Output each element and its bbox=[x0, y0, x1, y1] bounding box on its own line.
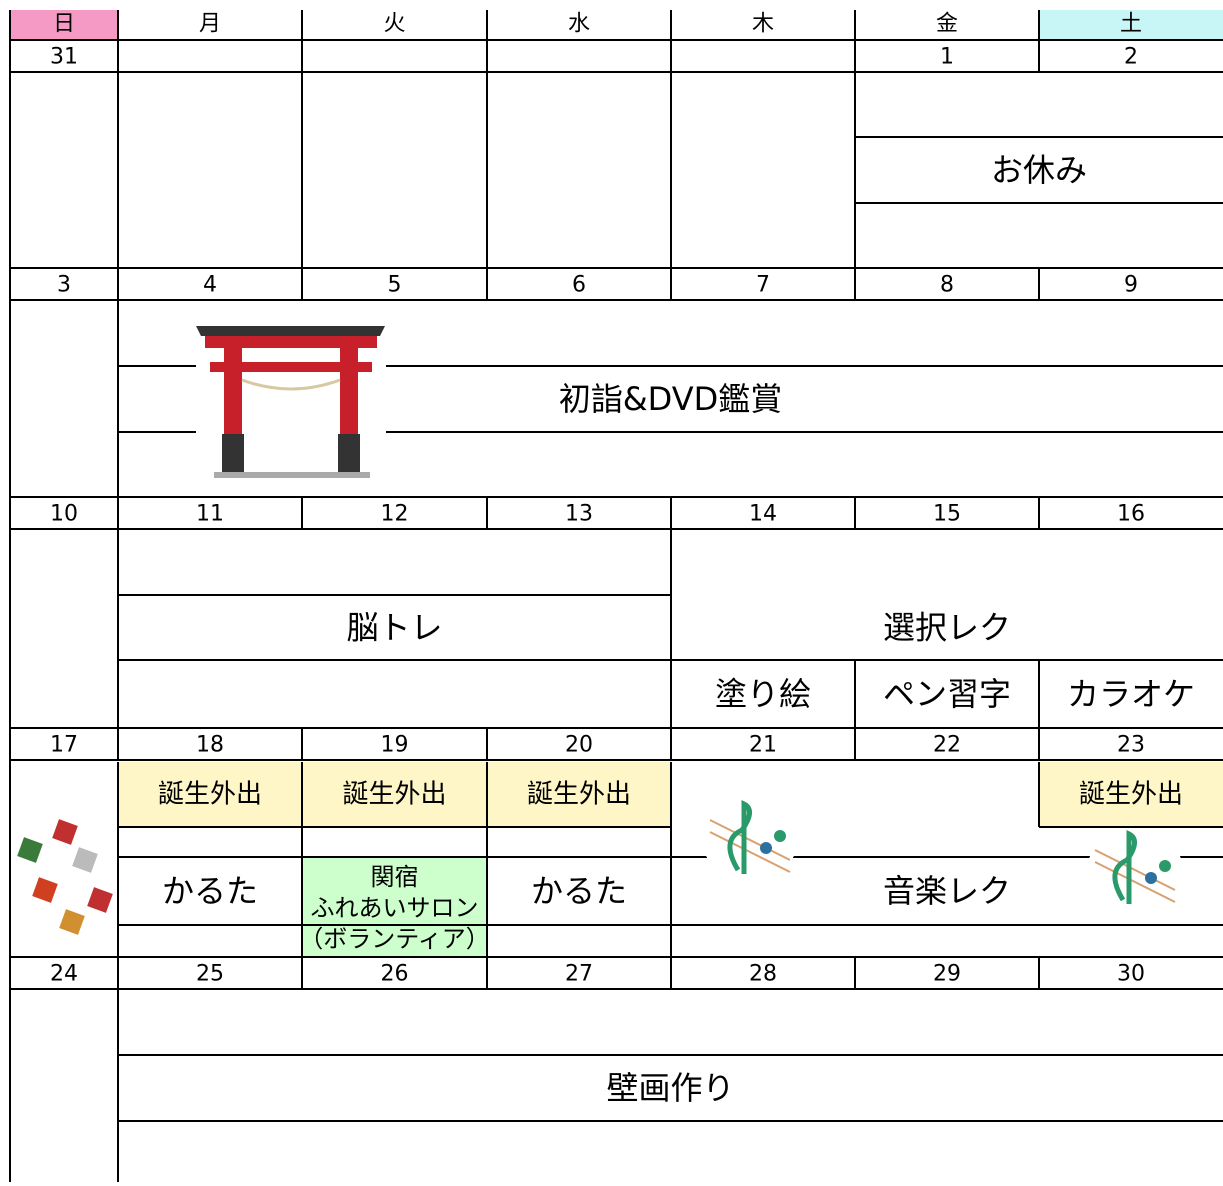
date: 7 bbox=[756, 273, 770, 298]
music-note bbox=[1159, 860, 1171, 872]
weekday: 金 bbox=[936, 12, 958, 37]
event: カラオケ bbox=[1067, 675, 1195, 713]
event: 壁画作り bbox=[606, 1069, 734, 1107]
date: 5 bbox=[388, 273, 402, 298]
torii-post-l bbox=[224, 348, 242, 434]
event-line: ふれあいサロン bbox=[311, 894, 479, 922]
date: 11 bbox=[196, 502, 224, 527]
music-staff bbox=[1094, 849, 1176, 903]
card bbox=[59, 909, 85, 935]
date: 13 bbox=[565, 502, 593, 527]
date: 21 bbox=[749, 733, 777, 758]
weekday: 日 bbox=[53, 12, 75, 37]
date: 15 bbox=[933, 502, 961, 527]
date: 14 bbox=[749, 502, 777, 527]
event: 誕生外出 bbox=[527, 780, 631, 810]
date: 19 bbox=[381, 733, 409, 758]
event: ペン習字 bbox=[883, 675, 1011, 713]
card bbox=[52, 819, 78, 845]
date: 16 bbox=[1117, 502, 1145, 527]
date: 18 bbox=[196, 733, 224, 758]
date: 23 bbox=[1117, 733, 1145, 758]
event-line: （ボランティア） bbox=[299, 925, 490, 953]
event: 塗り絵 bbox=[715, 675, 811, 713]
date: 22 bbox=[933, 733, 961, 758]
weekday: 木 bbox=[752, 12, 774, 37]
event-bg bbox=[302, 857, 487, 957]
torii-sub bbox=[214, 472, 370, 478]
torii-post-r bbox=[340, 348, 358, 434]
event-bg bbox=[1039, 762, 1223, 827]
music-staff bbox=[709, 819, 791, 873]
card bbox=[17, 837, 43, 863]
date: 31 bbox=[50, 45, 78, 70]
fills bbox=[10, 10, 1223, 957]
event: かるた bbox=[162, 872, 258, 910]
music-clef bbox=[1112, 829, 1137, 904]
date: 30 bbox=[1117, 962, 1145, 987]
date: 29 bbox=[933, 962, 961, 987]
date: 24 bbox=[50, 962, 78, 987]
music-note bbox=[760, 842, 772, 854]
event: 選択レク bbox=[883, 609, 1011, 647]
event: 音楽レク bbox=[883, 872, 1011, 910]
date: 2 bbox=[1124, 45, 1138, 70]
event-bg bbox=[302, 762, 487, 827]
saturday-header-bg bbox=[1039, 10, 1223, 40]
event-bg bbox=[118, 762, 302, 827]
music-note bbox=[774, 830, 786, 842]
music-clef bbox=[727, 799, 752, 874]
sunday-header-bg bbox=[10, 10, 118, 40]
event: 脳トレ bbox=[346, 609, 442, 647]
date: 17 bbox=[50, 733, 78, 758]
event: 初詣&DVD鑑賞 bbox=[559, 380, 783, 418]
torii-lintel bbox=[210, 362, 372, 372]
weekday: 水 bbox=[568, 12, 590, 37]
date: 6 bbox=[572, 273, 586, 298]
card bbox=[32, 877, 58, 903]
date: 4 bbox=[203, 273, 217, 298]
event: お休み bbox=[991, 151, 1087, 189]
date: 27 bbox=[565, 962, 593, 987]
event: 誕生外出 bbox=[342, 780, 446, 810]
grid bbox=[9, 10, 1223, 1182]
weekday: 土 bbox=[1120, 12, 1142, 37]
torii-foot-l bbox=[222, 434, 244, 472]
date: 25 bbox=[196, 962, 224, 987]
torii-top bbox=[196, 326, 385, 336]
card bbox=[72, 847, 98, 873]
date: 9 bbox=[1124, 273, 1138, 298]
date: 20 bbox=[565, 733, 593, 758]
torii-foot-r bbox=[338, 434, 360, 472]
weekday: 月 bbox=[199, 12, 221, 37]
date: 12 bbox=[381, 502, 409, 527]
event-bg bbox=[487, 762, 671, 827]
card bbox=[87, 887, 113, 913]
date: 26 bbox=[381, 962, 409, 987]
decorations bbox=[17, 320, 1183, 935]
weekday: 火 bbox=[383, 12, 405, 37]
date: 3 bbox=[57, 273, 71, 298]
event: 誕生外出 bbox=[158, 780, 262, 810]
date: 28 bbox=[749, 962, 777, 987]
texts: 日月火水木金土31 1 2お休み3 4 5 6 7 8 9初詣&DVD鑑賞10 11 12 13 14 1… bbox=[50, 12, 1195, 1108]
event: かるた bbox=[531, 872, 627, 910]
event: 誕生外出 bbox=[1079, 780, 1183, 810]
date: 1 bbox=[940, 45, 954, 70]
shimenawa bbox=[241, 378, 341, 391]
event-line: 関宿 bbox=[371, 863, 419, 891]
music-note bbox=[1145, 872, 1157, 884]
torii-beam bbox=[205, 336, 377, 348]
date: 8 bbox=[940, 273, 954, 298]
date: 10 bbox=[50, 502, 78, 527]
